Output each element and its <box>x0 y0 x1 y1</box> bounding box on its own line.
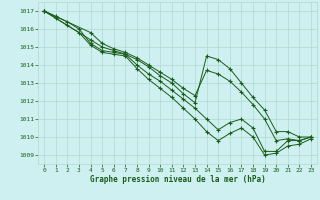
X-axis label: Graphe pression niveau de la mer (hPa): Graphe pression niveau de la mer (hPa) <box>90 175 266 184</box>
